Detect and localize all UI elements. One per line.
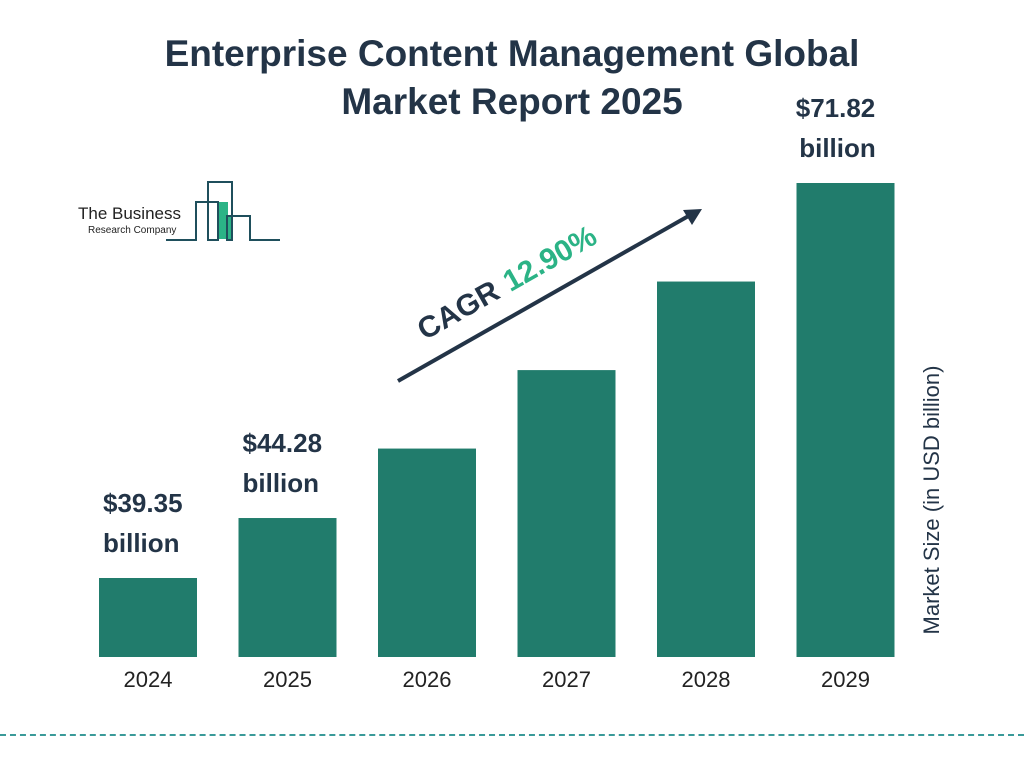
- bar-2027: [517, 370, 616, 657]
- x-tick-label: 2029: [821, 667, 870, 692]
- logo-text-line-2: Research Company: [88, 225, 177, 236]
- bar-2029: [796, 183, 895, 657]
- bar-2025: [238, 518, 337, 657]
- data-label-value: $39.35: [103, 488, 183, 518]
- x-tick-label: 2027: [542, 667, 591, 692]
- company-logo: The Business Research Company: [78, 180, 288, 244]
- data-label-value: $71.82: [796, 93, 876, 123]
- bar-2026: [378, 448, 476, 657]
- y-axis-label: Market Size (in USD billion): [919, 365, 944, 635]
- data-label-value: $44.28: [243, 428, 323, 458]
- data-label-unit: billion: [243, 468, 320, 498]
- logo-buildings-icon: [166, 181, 280, 241]
- data-label-unit: billion: [799, 133, 876, 163]
- x-tick-label: 2025: [263, 667, 312, 692]
- data-label-unit: billion: [103, 528, 180, 558]
- x-tick-label: 2026: [403, 667, 452, 692]
- logo-text-line-1: The Business: [78, 204, 181, 223]
- title-line-1: Enterprise Content Management Global: [164, 33, 860, 74]
- title-line-2: Market Report 2025: [341, 81, 683, 122]
- cagr-arrow: [397, 209, 702, 383]
- x-tick-label: 2024: [124, 667, 173, 692]
- bar-2024: [99, 578, 197, 657]
- x-tick-label: 2028: [682, 667, 731, 692]
- chart-title: Enterprise Content Management Global Mar…: [0, 30, 1024, 126]
- bar-2028: [657, 281, 755, 657]
- dashed-divider: [0, 734, 1024, 736]
